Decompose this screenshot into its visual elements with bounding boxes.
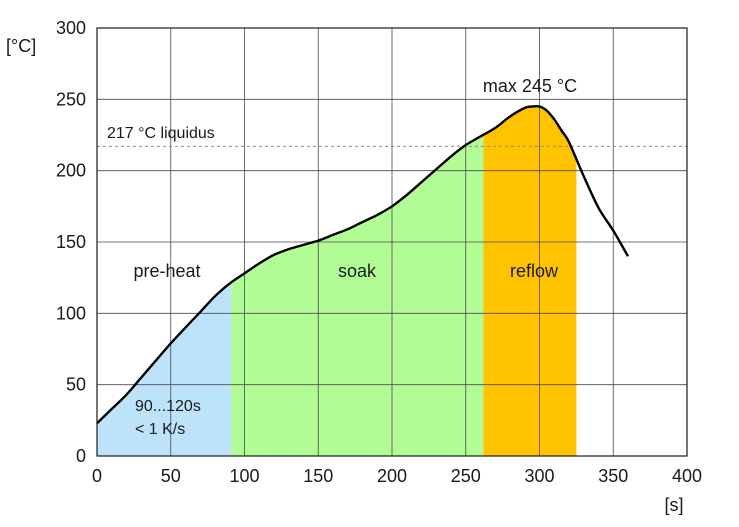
y-tick-label: 300 [56, 18, 86, 38]
zone-fill-reflow [483, 106, 577, 456]
y-tick-label: 50 [66, 375, 86, 395]
x-tick-label: 50 [161, 466, 181, 486]
y-tick-label: 100 [56, 303, 86, 323]
y-tick-label: 200 [56, 161, 86, 181]
x-tick-labels: 0 50 100 150 200 250 300 350 400 [92, 466, 702, 486]
y-tick-label: 150 [56, 232, 86, 252]
peak-label: max 245 °C [483, 76, 577, 96]
plot-frame [96, 27, 688, 457]
x-tick-label: 350 [598, 466, 628, 486]
preheat-rate-label: < 1 K/s [135, 421, 185, 438]
x-tick-label: 250 [451, 466, 481, 486]
x-tick-label: 100 [229, 466, 259, 486]
zone-fill-soak [231, 134, 484, 456]
temperature-curve [96, 104, 630, 425]
preheat-duration-label: 90...120s [135, 398, 201, 415]
y-tick-label: 250 [56, 89, 86, 109]
zone-label-reflow: reflow [510, 261, 559, 281]
y-tick-label: 0 [76, 446, 86, 466]
x-tick-label: 200 [377, 466, 407, 486]
temperature-line [96, 104, 630, 425]
zone-label-preheat: pre-heat [133, 261, 200, 281]
zone-fill-preheat [97, 282, 232, 456]
y-axis-unit: [°C] [6, 36, 36, 56]
y-tick-labels: 0 50 100 150 200 250 300 [56, 18, 86, 466]
zone-label-soak: soak [338, 261, 377, 281]
x-tick-label: 400 [672, 466, 702, 486]
liquidus-label: 217 °C liquidus [107, 125, 215, 142]
x-axis-unit: [s] [664, 495, 683, 515]
x-tick-label: 0 [92, 466, 102, 486]
x-tick-label: 300 [524, 466, 554, 486]
zone-fills [97, 106, 577, 456]
x-tick-label: 150 [303, 466, 333, 486]
